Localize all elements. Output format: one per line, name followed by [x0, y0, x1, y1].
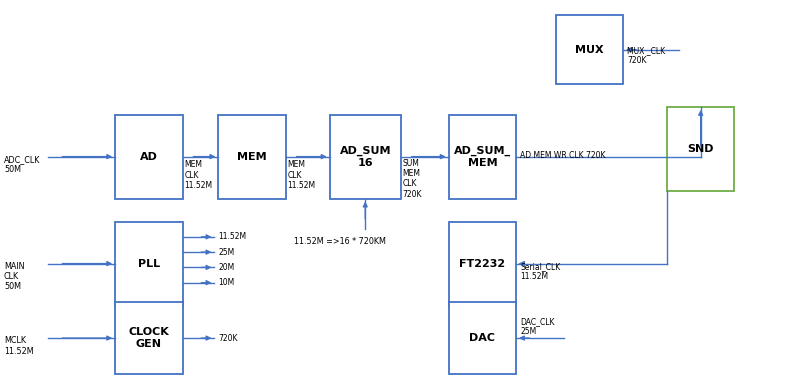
Text: MUX _CLK
720K: MUX _CLK 720K — [627, 46, 665, 65]
Text: 11.52M =>16 * 720KM: 11.52M =>16 * 720KM — [294, 237, 386, 246]
Text: SND: SND — [688, 144, 714, 154]
Bar — [449, 302, 516, 374]
Text: 11.52M: 11.52M — [218, 232, 246, 241]
Bar — [330, 115, 401, 199]
Text: CLOCK
GEN: CLOCK GEN — [129, 327, 169, 349]
Text: MUX: MUX — [575, 45, 604, 55]
Text: SUM
MEM
CLK
720K: SUM MEM CLK 720K — [403, 159, 422, 199]
Text: PLL: PLL — [138, 259, 160, 269]
Bar — [115, 302, 183, 374]
Bar — [667, 107, 734, 191]
Text: AD: AD — [140, 152, 158, 162]
Bar — [115, 222, 183, 306]
Text: DAC: DAC — [469, 333, 495, 343]
Text: AD_SUM
16: AD_SUM 16 — [340, 146, 391, 168]
Text: MEM
CLK
11.52M: MEM CLK 11.52M — [287, 160, 315, 190]
Text: MEM
CLK
11.52M: MEM CLK 11.52M — [184, 160, 212, 190]
Text: DAC_CLK
25M: DAC_CLK 25M — [520, 317, 554, 336]
Text: MCLK
11.52M: MCLK 11.52M — [4, 336, 33, 356]
Text: 20M: 20M — [218, 263, 234, 272]
Bar — [449, 222, 516, 306]
Text: ADC_CLK
50M: ADC_CLK 50M — [4, 155, 40, 174]
Text: Serial_CLK
11.52M: Serial_CLK 11.52M — [520, 262, 561, 281]
Text: MEM: MEM — [237, 152, 267, 162]
Text: AD_SUM_
MEM: AD_SUM_ MEM — [454, 146, 511, 168]
Text: 25M: 25M — [218, 248, 234, 257]
Text: 10M: 10M — [218, 278, 234, 287]
Bar — [556, 15, 623, 84]
Text: AD MEM WR CLK 720K: AD MEM WR CLK 720K — [520, 151, 606, 160]
Bar — [449, 115, 516, 199]
Text: MAIN
CLK
50M: MAIN CLK 50M — [4, 262, 25, 291]
Bar — [218, 115, 286, 199]
Bar — [115, 115, 183, 199]
Text: 720K: 720K — [218, 333, 238, 343]
Text: FT2232: FT2232 — [459, 259, 506, 269]
